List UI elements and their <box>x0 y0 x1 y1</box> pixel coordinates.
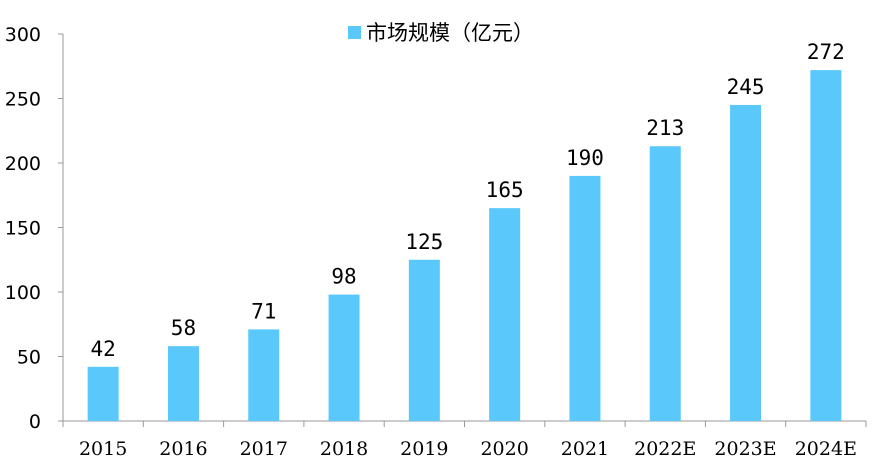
x-tick-label: 2024E <box>795 438 857 460</box>
bar <box>569 175 601 421</box>
bar <box>248 329 280 421</box>
y-tick-label: 0 <box>29 411 41 433</box>
x-tick-label: 2023E <box>714 438 776 460</box>
y-tick-label: 250 <box>5 89 41 111</box>
legend-swatch <box>348 26 361 39</box>
data-label: 213 <box>646 116 684 140</box>
x-tick-label: 2018 <box>320 438 368 460</box>
y-tick-label: 100 <box>5 282 41 304</box>
bar <box>408 259 440 421</box>
x-tick-label: 2015 <box>79 438 127 460</box>
bar <box>328 294 360 421</box>
data-label: 58 <box>171 316 196 340</box>
data-label: 125 <box>405 230 443 254</box>
bar <box>649 146 681 422</box>
bar <box>730 104 762 421</box>
data-label: 245 <box>727 75 765 99</box>
bars <box>87 70 842 422</box>
y-tick-label: 150 <box>5 218 41 240</box>
data-labels: 42 58 71 98 125 165 190 213 245 272 <box>91 40 845 361</box>
x-tick-label: 2016 <box>159 438 207 460</box>
legend-label: 市场规模（亿元） <box>366 21 534 45</box>
bar <box>167 346 199 421</box>
x-tick-label: 2020 <box>480 438 528 460</box>
y-tick-label: 200 <box>5 153 41 175</box>
bar <box>810 70 842 422</box>
y-axis: 0 50 100 150 200 250 300 <box>5 24 64 433</box>
legend: 市场规模（亿元） <box>348 21 534 45</box>
y-tick-label: 50 <box>17 347 41 369</box>
x-axis: 2015 2016 2017 2018 2019 2020 2021 2022E 2023E 20… <box>62 420 867 460</box>
data-label: 165 <box>486 178 524 202</box>
x-tick-label: 2022E <box>634 438 696 460</box>
data-label: 190 <box>566 146 604 170</box>
x-tick-label: 2017 <box>240 438 288 460</box>
bar <box>489 208 521 421</box>
data-label: 98 <box>331 265 356 289</box>
data-label: 42 <box>91 337 116 361</box>
data-label: 272 <box>807 40 845 64</box>
y-tick-label: 300 <box>5 24 41 46</box>
bar <box>87 366 119 421</box>
data-label: 71 <box>251 299 276 323</box>
x-tick-label: 2021 <box>561 438 609 460</box>
x-tick-label: 2019 <box>400 438 448 460</box>
